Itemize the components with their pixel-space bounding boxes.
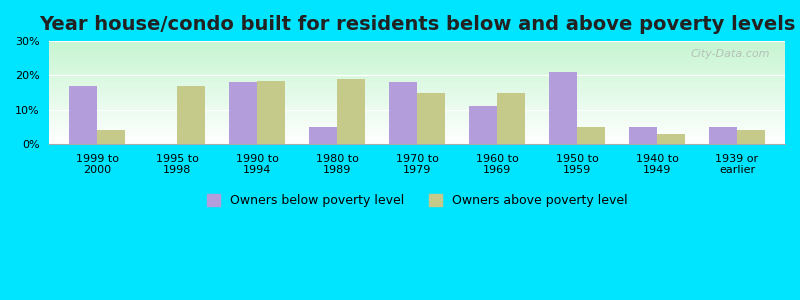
Bar [657,134,685,144]
Bar [230,82,258,144]
Bar [737,130,765,144]
Bar [470,106,497,144]
Bar [418,92,446,144]
Bar [230,82,258,144]
Bar [709,127,737,144]
Bar [497,92,525,144]
Bar [577,127,605,144]
Bar [629,127,657,144]
Bar [258,80,286,144]
Text: City-Data.com: City-Data.com [690,49,770,59]
Legend: Owners below poverty level, Owners above poverty level: Owners below poverty level, Owners above… [202,189,632,212]
Bar [470,106,497,144]
Bar [390,82,418,144]
Title: Year house/condo built for residents below and above poverty levels: Year house/condo built for residents bel… [39,15,795,34]
Bar [390,82,418,144]
Bar [338,79,366,144]
Bar [577,127,605,144]
Bar [310,127,338,144]
Bar [338,79,366,144]
Bar [98,130,126,144]
Bar [497,92,525,144]
Bar [178,86,206,144]
Bar [70,86,98,144]
Bar [657,134,685,144]
Bar [549,72,577,144]
Bar [709,127,737,144]
Bar [98,130,126,144]
Bar [258,80,286,144]
Bar [549,72,577,144]
Bar [70,86,98,144]
Bar [418,92,446,144]
Bar [310,127,338,144]
Bar [737,130,765,144]
Bar [629,127,657,144]
Bar [178,86,206,144]
